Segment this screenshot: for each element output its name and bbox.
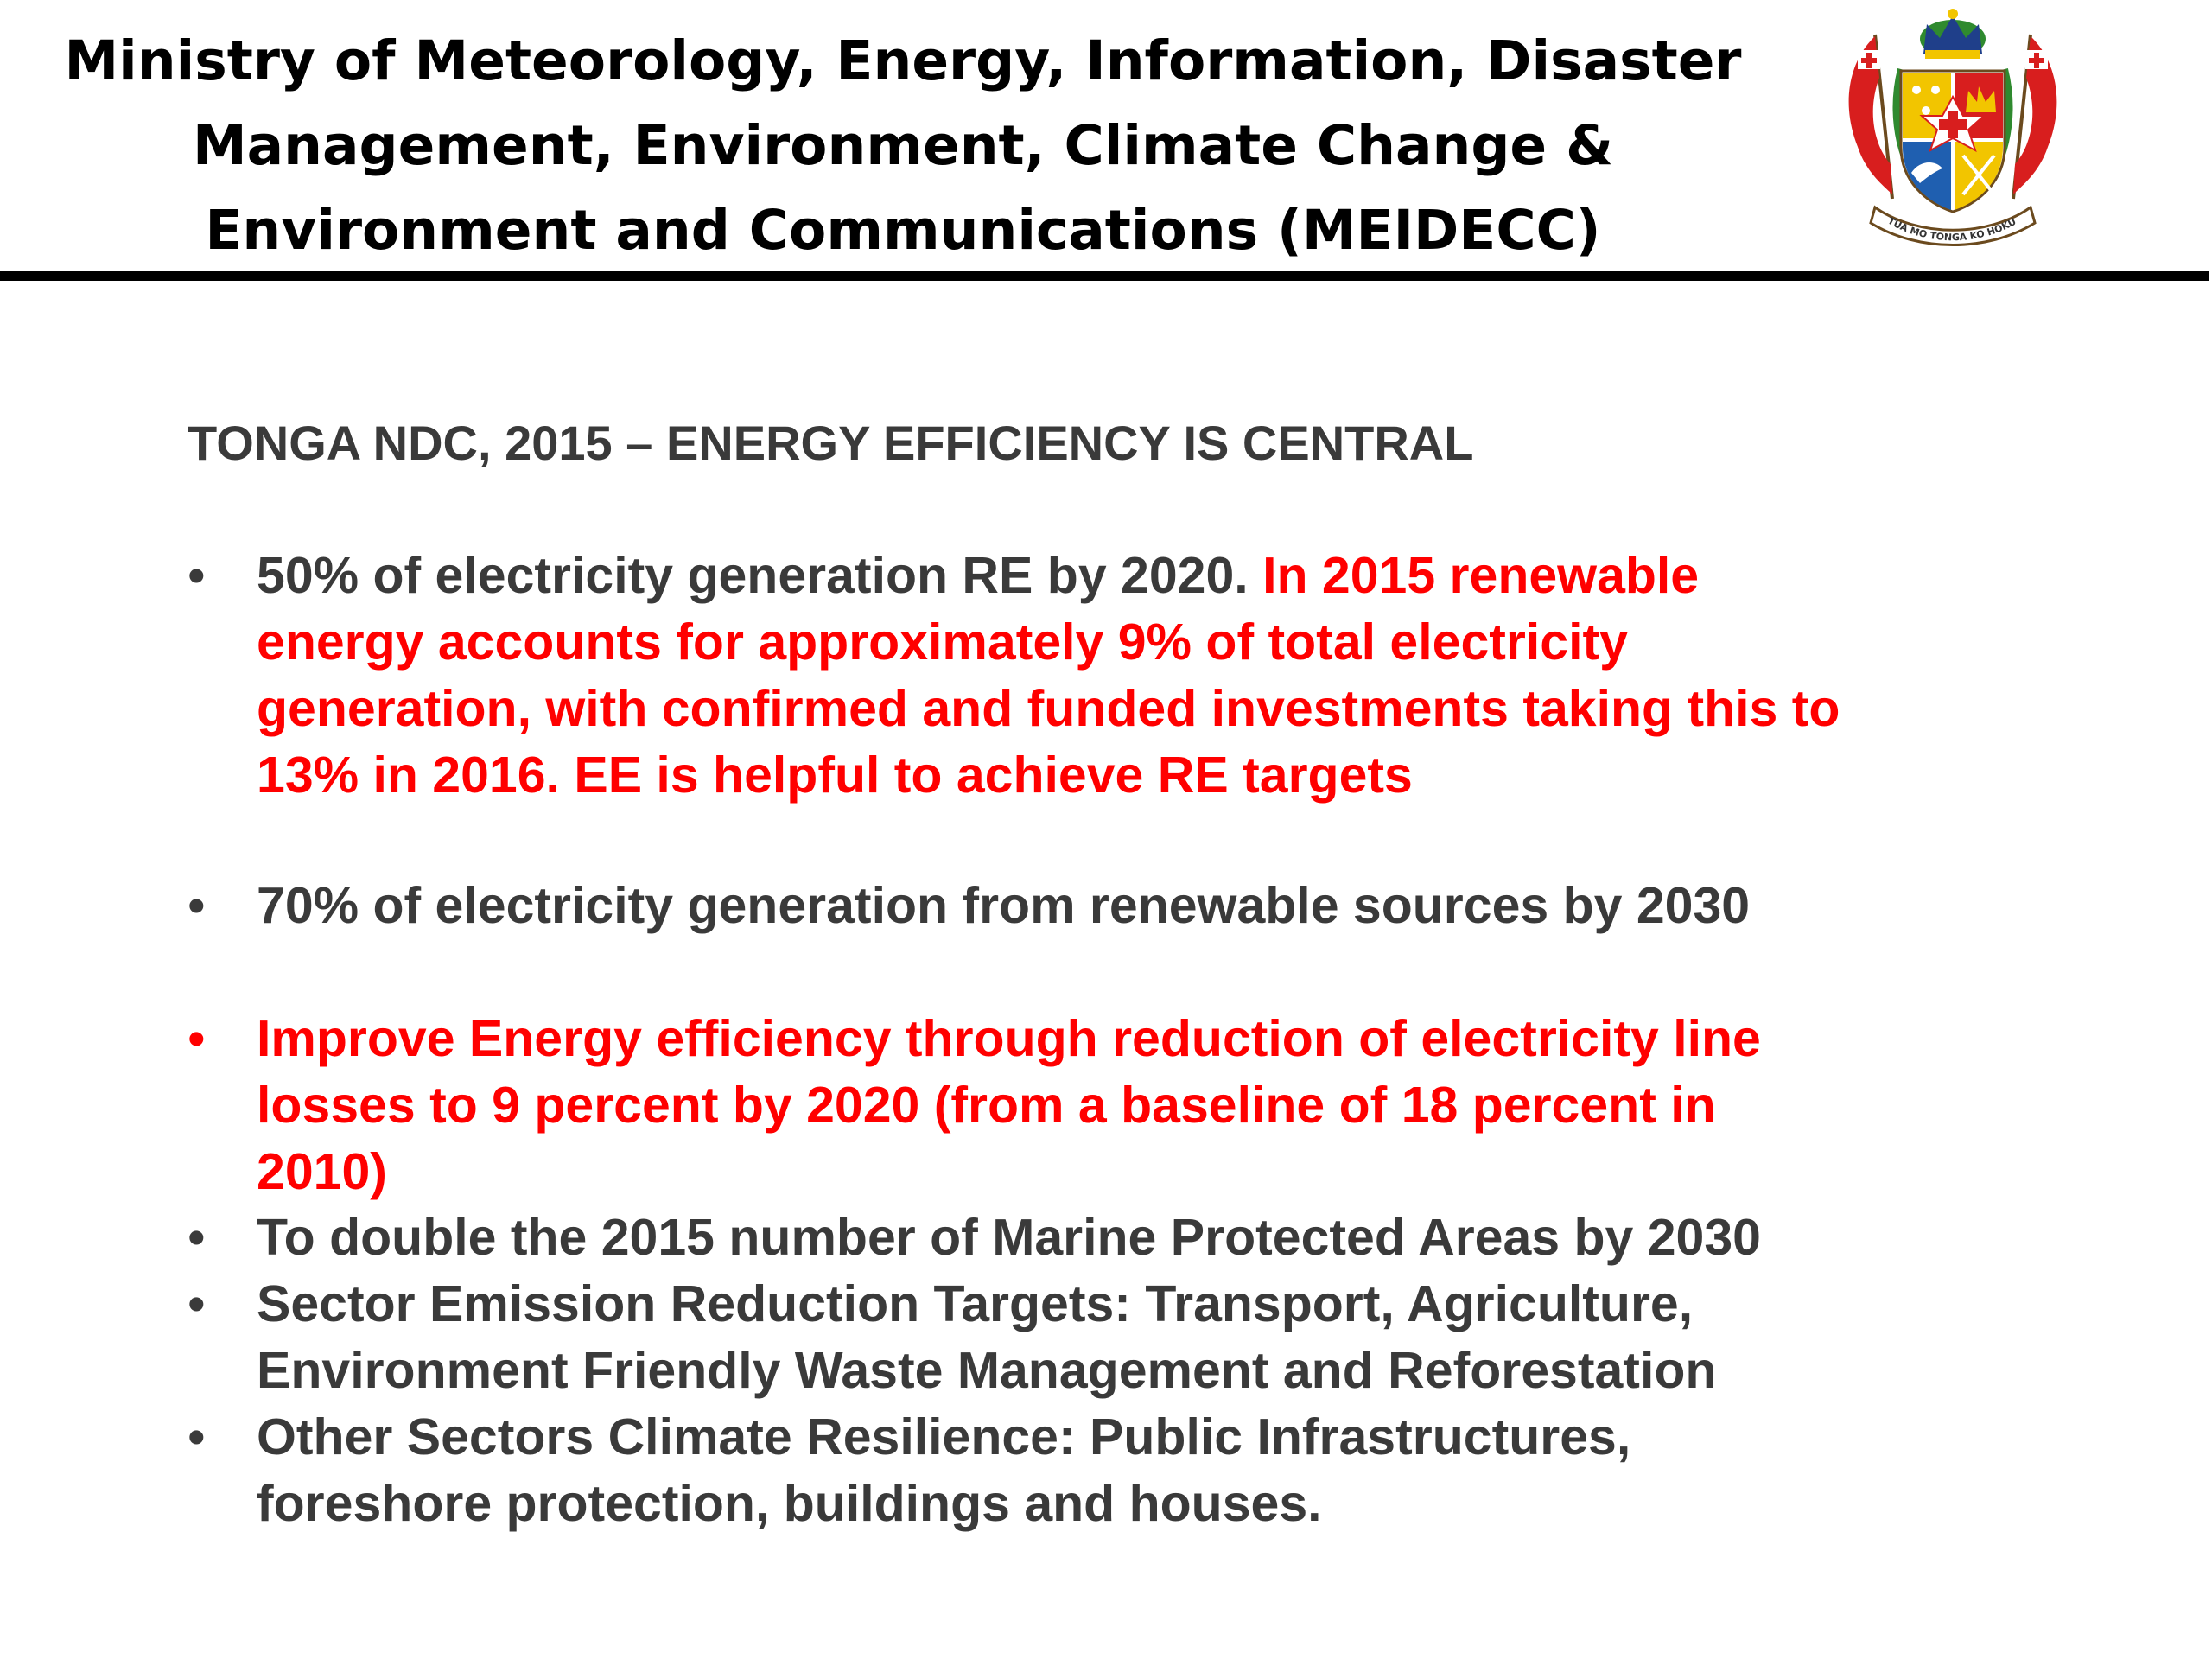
bullet-text: Environment Friendly Waste Management an… xyxy=(257,1342,1717,1399)
bullet-text: 2010) xyxy=(257,1143,387,1200)
header-divider xyxy=(0,271,2209,281)
bullet-text-highlight: 13% in 2016. EE is helpful to achieve RE… xyxy=(257,747,1413,804)
bullet-text: foreshore protection, buildings and hous… xyxy=(257,1475,1322,1532)
bullet-glyph: • xyxy=(188,1275,206,1332)
bullet-text-highlight: In 2015 renewable xyxy=(1262,547,1700,604)
bullet-text: To double the 2015 number of Marine Prot… xyxy=(257,1209,1761,1266)
bullet-text-segment: 50% of electricity generation RE by 2020… xyxy=(257,547,1263,604)
bullet-text: Other Sectors Climate Resilience: Public… xyxy=(257,1408,1631,1465)
bullet-text: losses to 9 percent by 2020 (from a base… xyxy=(257,1077,1716,1134)
bullet-glyph: • xyxy=(188,877,206,934)
coat-of-arms-icon: KO E OTUA MO TONGA KO HOKU TOFI'A xyxy=(1840,0,2057,246)
bullet-text: Improve Energy efficiency through reduct… xyxy=(257,1010,1761,1067)
ministry-title-line-3: Environment and Communications (MEIDECC) xyxy=(205,199,1601,262)
ministry-title-line-2: Management, Environment, Climate Change … xyxy=(192,114,1614,177)
bullet-text: 70% of electricity generation from renew… xyxy=(257,877,1751,934)
bullet-text: Sector Emission Reduction Targets: Trans… xyxy=(257,1275,1694,1332)
bullet-text-highlight: energy accounts for approximately 9% of … xyxy=(257,613,1628,671)
ministry-title-line-1: Ministry of Meteorology, Energy, Informa… xyxy=(64,29,1742,92)
ministry-title: Ministry of Meteorology, Energy, Informa… xyxy=(35,19,1771,273)
bullet-glyph: • xyxy=(188,1209,206,1266)
slide-heading: TONGA NDC, 2015 – ENERGY EFFICIENCY IS C… xyxy=(188,416,1474,470)
bullet-glyph: • xyxy=(188,1010,206,1067)
bullet-glyph: • xyxy=(188,547,206,604)
bullet-glyph: • xyxy=(188,1408,206,1465)
bullet-text-highlight: generation, with confirmed and funded in… xyxy=(257,680,1840,737)
